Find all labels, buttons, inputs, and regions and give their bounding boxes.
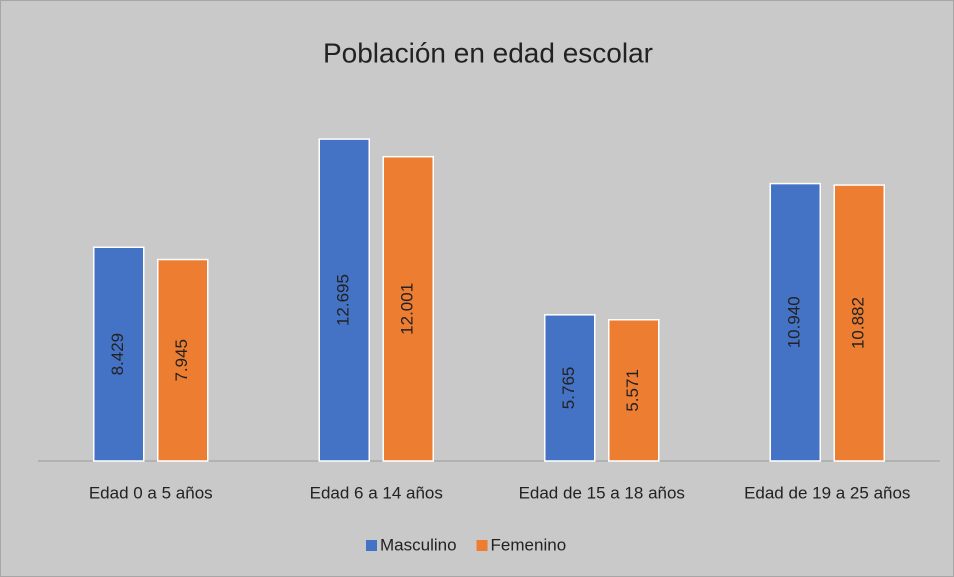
data-label: 8.429 <box>108 333 127 376</box>
legend-label: Femenino <box>491 535 567 554</box>
bar <box>318 138 370 462</box>
data-label: 12.001 <box>398 283 417 335</box>
bar <box>608 318 660 462</box>
x-tick-label: Edad 0 a 5 años <box>89 483 213 502</box>
data-label: 7.945 <box>172 339 191 382</box>
legend-swatch <box>476 540 488 551</box>
x-tick-label: Edad de 15 a 18 años <box>519 483 685 502</box>
data-label: 10.882 <box>849 297 868 349</box>
bar <box>382 155 434 462</box>
bar <box>544 314 596 462</box>
chart-title: Población en edad escolar <box>323 37 653 68</box>
bar <box>769 182 821 462</box>
bar <box>93 246 145 462</box>
x-tick-label: Edad 6 a 14 años <box>310 483 443 502</box>
bar <box>833 184 885 462</box>
data-label: 5.765 <box>559 367 578 410</box>
legend-swatch <box>366 540 377 551</box>
bar <box>157 258 209 462</box>
data-label: 12.695 <box>334 274 353 326</box>
data-label: 5.571 <box>623 369 642 412</box>
data-label: 10.940 <box>785 296 804 348</box>
legend-label: Masculino <box>380 535 457 554</box>
x-tick-label: Edad de 19 a 25 años <box>744 483 910 502</box>
